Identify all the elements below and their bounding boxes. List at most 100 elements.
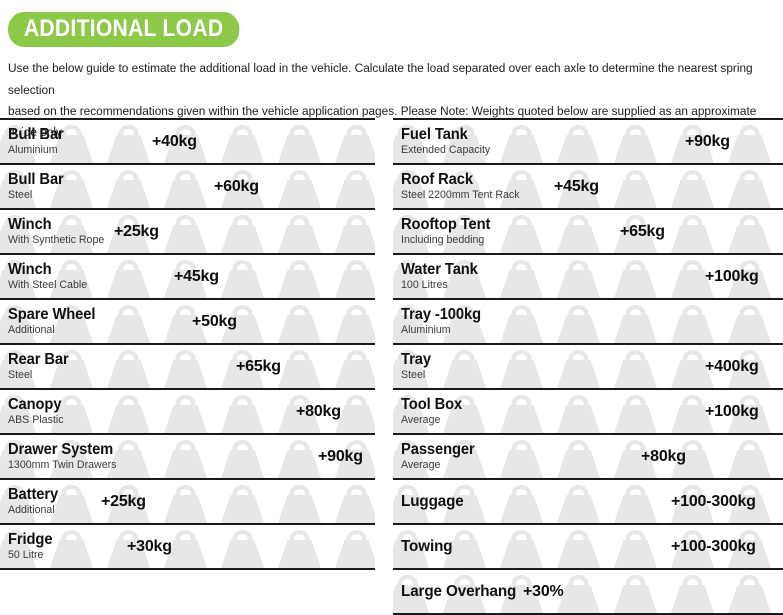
weight-icon bbox=[278, 125, 321, 163]
load-item-subtitle: Steel bbox=[8, 188, 33, 201]
load-item-title: Large Overhang bbox=[401, 582, 517, 600]
weight-icon bbox=[221, 440, 264, 478]
load-item-value: +25kg bbox=[101, 492, 146, 510]
load-item-value: +65kg bbox=[620, 222, 665, 240]
weight-icon bbox=[728, 440, 771, 478]
load-item-subtitle: Average bbox=[401, 458, 441, 471]
load-row-text: Fridge 50 Litre bbox=[8, 525, 55, 568]
load-item-title: Winch bbox=[8, 260, 52, 278]
intro-paragraph: Use the below guide to estimate the addi… bbox=[8, 58, 777, 143]
load-row: Tray Steel +400kg bbox=[393, 343, 783, 388]
weight-icon bbox=[778, 530, 783, 568]
weight-icon bbox=[614, 350, 657, 388]
load-row: Winch With Steel Cable +45kg bbox=[0, 253, 375, 298]
weight-icon bbox=[778, 305, 783, 343]
weight-icon bbox=[335, 485, 375, 523]
load-item-title: Passenger bbox=[401, 440, 475, 458]
weight-icon bbox=[335, 350, 375, 388]
load-row-text: Winch With Synthetic Rope bbox=[8, 210, 109, 253]
load-row: Spare Wheel Additional +50kg bbox=[0, 298, 375, 343]
weight-icon bbox=[557, 440, 600, 478]
weight-icon bbox=[671, 575, 714, 613]
weight-icon bbox=[557, 395, 600, 433]
weight-icon bbox=[164, 170, 207, 208]
load-item-value: +100-300kg bbox=[671, 537, 756, 555]
load-item-subtitle: 100 Litres bbox=[401, 278, 448, 291]
load-row-text: Bull Bar Steel bbox=[8, 165, 67, 208]
load-item-subtitle: Additional bbox=[8, 503, 55, 516]
load-item-title: Canopy bbox=[8, 395, 62, 413]
weight-icon bbox=[221, 215, 264, 253]
weight-icon bbox=[164, 215, 207, 253]
load-row-text: Spare Wheel Additional bbox=[8, 300, 100, 343]
load-row: Bull Bar Steel +60kg bbox=[0, 163, 375, 208]
load-item-value: +65kg bbox=[236, 357, 281, 375]
load-item-title: Fridge bbox=[8, 530, 53, 548]
load-row: Canopy ABS Plastic +80kg bbox=[0, 388, 375, 433]
weight-icon bbox=[728, 215, 771, 253]
load-item-value: +50kg bbox=[192, 312, 237, 330]
load-item-title: Tray bbox=[401, 350, 431, 368]
load-row-text: Large Overhang bbox=[401, 570, 522, 613]
weight-icon bbox=[221, 530, 264, 568]
weight-icon bbox=[500, 215, 543, 253]
weight-icon bbox=[614, 395, 657, 433]
load-item-title: Rooftop Tent bbox=[401, 215, 491, 233]
weight-icon bbox=[557, 215, 600, 253]
left-column: Bull Bar Aluminium +40kg Bull Bar Steel +60kg… bbox=[0, 118, 375, 570]
weight-icon bbox=[335, 170, 375, 208]
weight-icon bbox=[221, 125, 264, 163]
load-row-text: Tool Box Average bbox=[401, 390, 465, 433]
load-item-subtitle: With Steel Cable bbox=[8, 278, 88, 291]
load-row: Rear Bar Steel +65kg bbox=[0, 343, 375, 388]
load-row-text: Tray Steel bbox=[401, 345, 433, 388]
weight-icon bbox=[671, 170, 714, 208]
load-row-text: Roof Rack Steel 2200mm Tent Rack bbox=[401, 165, 526, 208]
weight-icon bbox=[221, 395, 264, 433]
weight-icon bbox=[557, 530, 600, 568]
weight-icon bbox=[614, 485, 657, 523]
weight-icon bbox=[614, 170, 657, 208]
weight-icon bbox=[778, 215, 783, 253]
load-item-title: Battery bbox=[8, 485, 59, 503]
load-row: Drawer System 1300mm Twin Drawers +90kg bbox=[0, 433, 375, 478]
load-row-text: Rooftop Tent Including bedding bbox=[401, 210, 495, 253]
load-item-subtitle: ABS Plastic bbox=[8, 413, 64, 426]
load-row-text: Drawer System 1300mm Twin Drawers bbox=[8, 435, 122, 478]
load-item-title: Water Tank bbox=[401, 260, 478, 278]
load-item-value: +45kg bbox=[554, 177, 599, 195]
weight-icon bbox=[728, 170, 771, 208]
load-item-title: Spare Wheel bbox=[8, 305, 96, 323]
weight-icon bbox=[335, 215, 375, 253]
weight-icon bbox=[335, 125, 375, 163]
weight-icon bbox=[443, 350, 486, 388]
weight-icon bbox=[557, 305, 600, 343]
load-row-text: Bull Bar Aluminium bbox=[8, 120, 67, 163]
load-item-value: +30kg bbox=[127, 537, 172, 555]
load-item-subtitle: Extended Capacity bbox=[401, 143, 491, 156]
weight-icon bbox=[778, 350, 783, 388]
weight-icon bbox=[164, 350, 207, 388]
weight-icon bbox=[614, 125, 657, 163]
load-item-subtitle: With Synthetic Rope bbox=[8, 233, 105, 246]
right-column: Fuel Tank Extended Capacity +90kg Roof Rack… bbox=[393, 118, 783, 615]
weight-icon bbox=[107, 305, 150, 343]
load-row-text: Canopy ABS Plastic bbox=[8, 390, 66, 433]
weight-icon bbox=[500, 395, 543, 433]
weight-icon bbox=[728, 305, 771, 343]
load-row: Roof Rack Steel 2200mm Tent Rack +45kg bbox=[393, 163, 783, 208]
weight-icon bbox=[778, 575, 783, 613]
weight-icon bbox=[557, 260, 600, 298]
weight-icon bbox=[614, 575, 657, 613]
weight-icon bbox=[500, 440, 543, 478]
weight-icon bbox=[164, 440, 207, 478]
weight-icon bbox=[671, 215, 714, 253]
load-item-value: +90kg bbox=[685, 132, 730, 150]
weight-icon bbox=[778, 395, 783, 433]
load-row: Fuel Tank Extended Capacity +90kg bbox=[393, 118, 783, 163]
load-row-text: Fuel Tank Extended Capacity bbox=[401, 120, 495, 163]
load-item-value: +100kg bbox=[705, 267, 759, 285]
load-row: Battery Additional +25kg bbox=[0, 478, 375, 523]
weight-icon bbox=[728, 575, 771, 613]
